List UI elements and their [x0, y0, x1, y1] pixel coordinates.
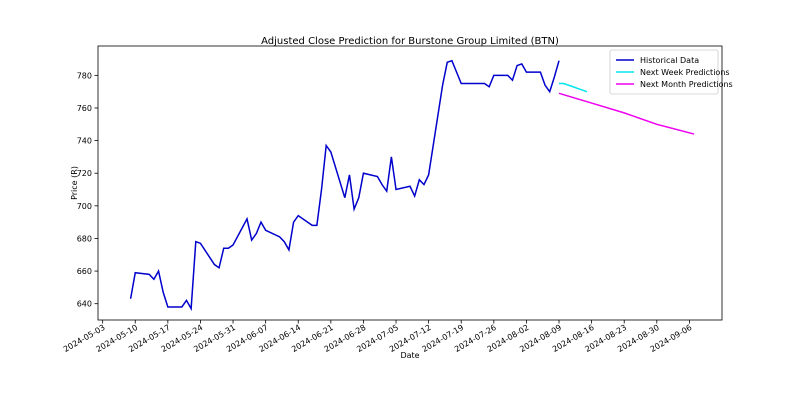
y-tick-label: 780 — [77, 71, 92, 80]
y-tick-label: 720 — [77, 169, 92, 178]
y-tick-label: 660 — [77, 267, 92, 276]
legend-box — [609, 49, 719, 95]
y-axis-label: Price (R) — [70, 166, 79, 200]
legend-label: Historical Data — [640, 56, 699, 65]
y-tick-label: 740 — [77, 137, 92, 146]
x-axis-label: Date — [400, 351, 419, 360]
y-tick-label: 640 — [77, 300, 92, 309]
chart-title: Adjusted Close Prediction for Burstone G… — [261, 36, 559, 47]
series-line — [559, 82, 588, 93]
legend-label: Next Week Predictions — [640, 68, 730, 77]
series-line — [129, 59, 560, 312]
plot-frame — [97, 45, 723, 321]
y-tick-label: 700 — [77, 202, 92, 211]
series-line — [558, 92, 695, 135]
legend-label: Next Month Predictions — [640, 80, 733, 89]
y-tick-label: 760 — [77, 104, 92, 113]
y-tick-label: 680 — [77, 234, 92, 243]
